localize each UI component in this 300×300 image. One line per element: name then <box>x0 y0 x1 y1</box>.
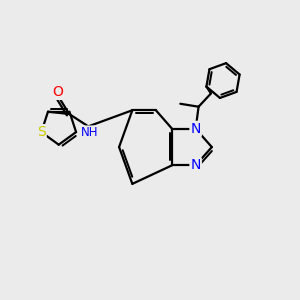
Text: N: N <box>190 122 201 136</box>
Text: S: S <box>37 125 46 139</box>
Text: NH: NH <box>81 126 99 140</box>
Text: N: N <box>190 158 201 172</box>
Text: O: O <box>52 85 63 99</box>
